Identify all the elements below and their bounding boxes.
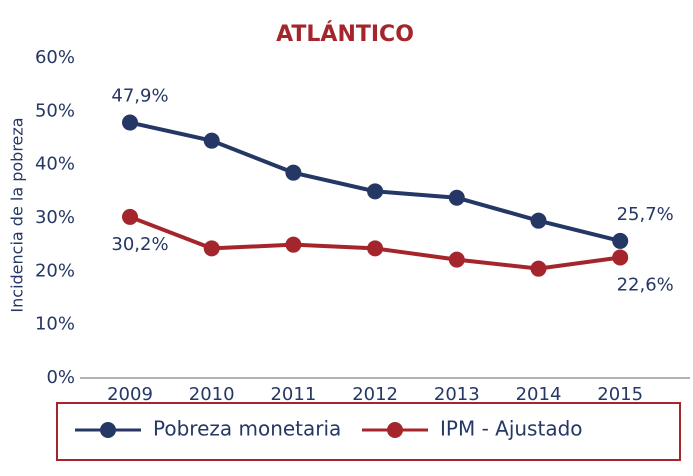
series-line — [129, 120, 621, 243]
data-label: 47,9% — [111, 86, 168, 107]
data-label: 25,7% — [617, 204, 674, 225]
data-point — [122, 114, 138, 131]
data-point — [530, 260, 547, 277]
y-tick-label: 30% — [35, 207, 75, 228]
data-point — [530, 212, 547, 229]
x-tick-label: 2014 — [516, 384, 562, 405]
chart-title: ATLÁNTICO — [276, 21, 414, 47]
data-point — [203, 132, 220, 149]
data-point — [122, 208, 138, 225]
x-tick-label: 2009 — [107, 384, 153, 405]
data-point — [612, 249, 629, 266]
x-tick-label: 2011 — [270, 384, 316, 405]
legend-marker — [100, 422, 116, 438]
y-tick-label: 20% — [35, 260, 75, 281]
x-tick-label: 2010 — [189, 384, 235, 405]
x-tick-label: 2013 — [434, 384, 480, 405]
data-point — [367, 183, 384, 200]
data-point — [203, 240, 220, 257]
data-point — [285, 164, 302, 181]
x-tick-label: 2015 — [597, 384, 643, 405]
legend-label: Pobreza monetaria — [153, 417, 341, 441]
y-tick-label: 60% — [35, 47, 75, 68]
legend-box — [56, 402, 681, 461]
data-point — [612, 232, 629, 249]
y-tick-label: 50% — [35, 100, 75, 121]
data-point — [285, 236, 302, 253]
y-tick-label: 40% — [35, 154, 75, 175]
y-tick-label: 10% — [35, 314, 75, 335]
data-label: 22,6% — [617, 274, 674, 295]
data-point — [448, 189, 465, 206]
x-tick-label: 2012 — [352, 384, 398, 405]
y-tick-label: 0% — [46, 367, 75, 388]
y-axis-label: Incidencia de la pobreza — [8, 117, 27, 312]
data-point — [367, 240, 384, 257]
legend-marker — [387, 422, 403, 438]
legend-label: IPM - Ajustado — [440, 417, 583, 441]
data-label: 30,2% — [111, 234, 168, 255]
data-point — [448, 251, 465, 268]
